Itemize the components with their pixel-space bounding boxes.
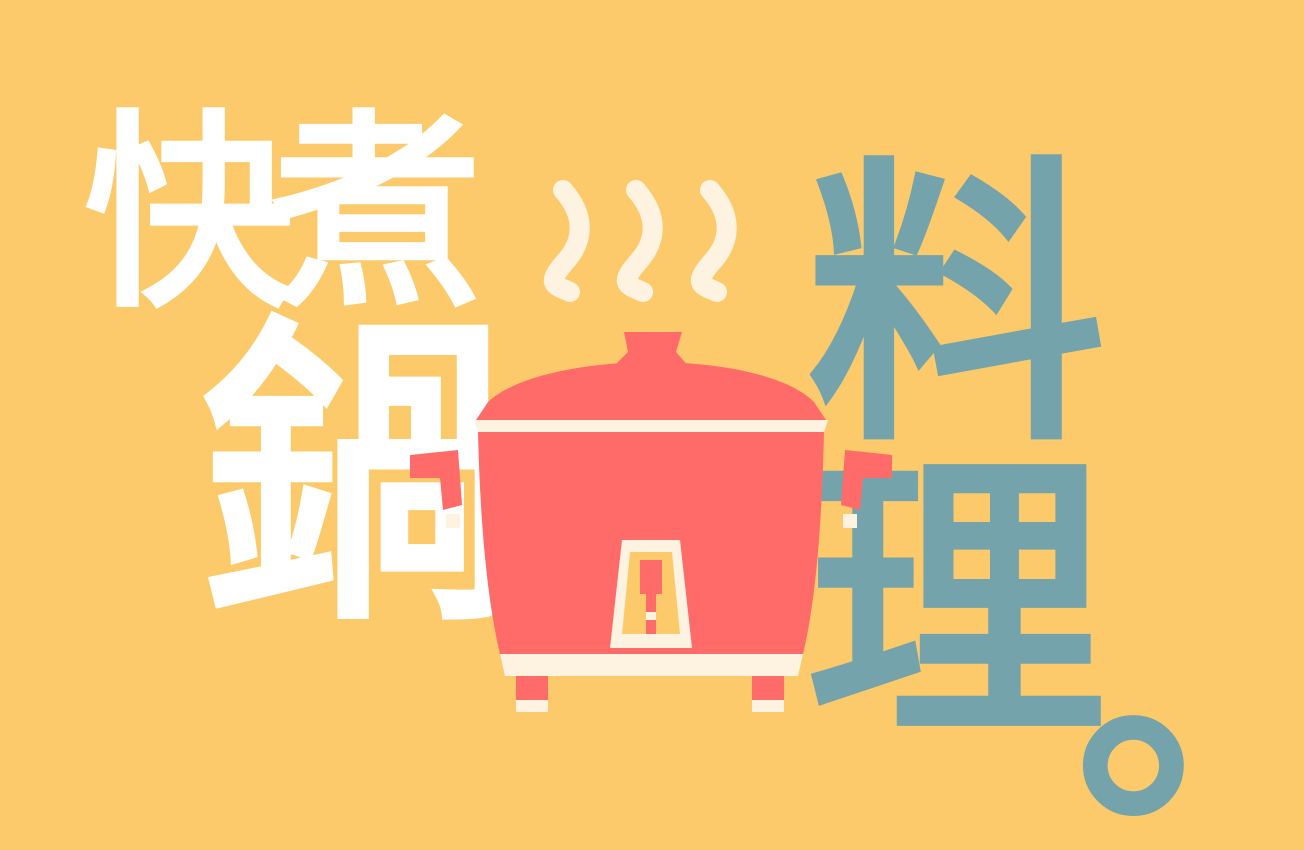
- title-period: 。: [1075, 540, 1304, 840]
- steam-icon: [543, 180, 737, 302]
- steam-wave-2: [616, 180, 663, 302]
- right-handle: [841, 450, 892, 510]
- title-char-guo: 鍋: [200, 292, 520, 664]
- title-char-zhu: 煮: [272, 92, 483, 337]
- lid-knob: [612, 332, 690, 368]
- lid: [476, 362, 826, 420]
- rice-cooker-icon: [410, 332, 892, 712]
- title-char-kuai: 快: [84, 92, 295, 337]
- title-char-liao: 料: [806, 133, 1106, 482]
- left-foot: [516, 676, 548, 700]
- switch-lever: [640, 560, 662, 594]
- left-handle: [410, 450, 462, 510]
- right-foot: [752, 676, 784, 700]
- steam-wave-3: [690, 180, 737, 302]
- steam-wave-1: [543, 180, 590, 302]
